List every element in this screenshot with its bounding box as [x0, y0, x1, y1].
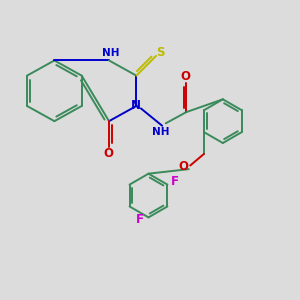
Text: O: O — [103, 146, 113, 160]
Text: O: O — [178, 160, 189, 173]
Text: F: F — [136, 213, 144, 226]
Text: N: N — [131, 100, 141, 112]
Text: F: F — [171, 175, 179, 188]
Text: S: S — [156, 46, 164, 59]
Text: O: O — [181, 70, 191, 83]
Text: NH: NH — [102, 48, 119, 58]
Text: NH: NH — [152, 128, 170, 137]
